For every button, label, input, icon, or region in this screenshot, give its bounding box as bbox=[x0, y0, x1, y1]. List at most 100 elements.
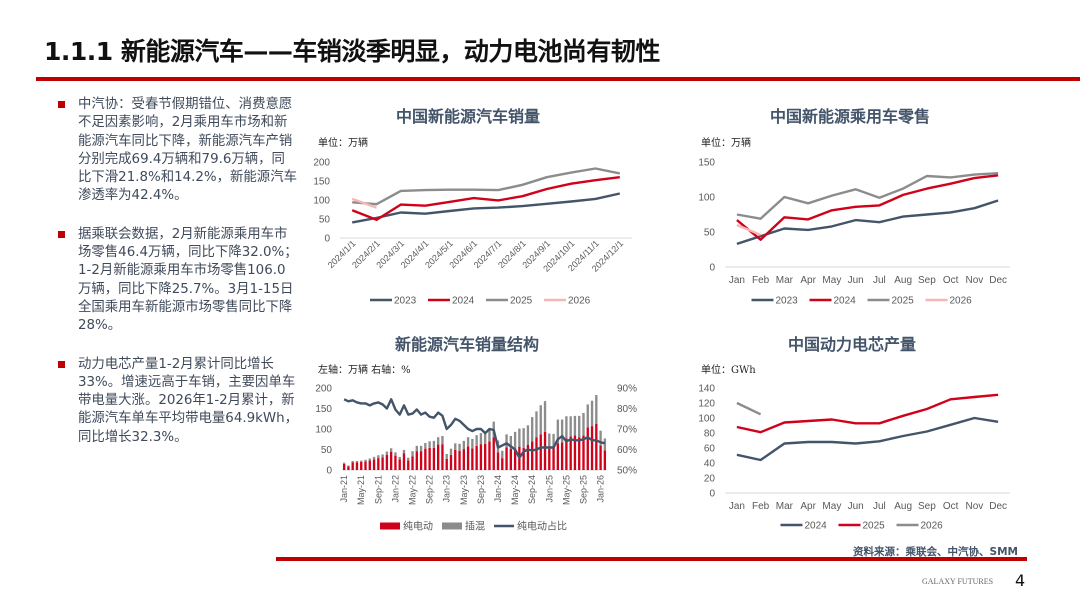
page-title: 1.1.1 新能源汽车——车销淡季明显，动力电池尚有韧性 bbox=[44, 37, 660, 66]
x-tick-label: Feb bbox=[752, 501, 770, 512]
y-tick-label: 40 bbox=[704, 459, 716, 470]
bar-bev bbox=[462, 449, 465, 470]
bar-bev bbox=[513, 449, 517, 470]
y2-tick-label: 70% bbox=[617, 425, 637, 436]
x-tick-label: Dec bbox=[989, 275, 1007, 286]
x-tick-label: Mar bbox=[776, 501, 794, 512]
chart2-svg: 0 50 100 150 Jan Feb Mar Apr May Jun Jul Aug Sep Oct N… bbox=[698, 158, 1010, 307]
bullet-item: 中汽协：受春节假期错位、消费意愿不足因素影响，2月乘用车市场和新能源汽车同比下降… bbox=[58, 96, 298, 206]
bar-phev bbox=[458, 443, 461, 451]
legend-label-2025: 2025 bbox=[863, 521, 886, 532]
legend-label-1: 插混 bbox=[465, 520, 485, 533]
x-tick-label: Sep-24 bbox=[527, 475, 537, 504]
bar-bev bbox=[458, 450, 461, 470]
bar-phev bbox=[402, 449, 406, 454]
bar-phev bbox=[548, 433, 551, 449]
bar-bev bbox=[471, 448, 474, 470]
legend-label-2024: 2024 bbox=[805, 521, 828, 532]
bar-phev bbox=[389, 448, 393, 452]
bar-phev bbox=[454, 443, 457, 450]
x-tick-label: Sep-21 bbox=[373, 475, 383, 504]
series-line-2026 bbox=[351, 197, 377, 209]
y-tick-label: 200 bbox=[313, 158, 330, 169]
legend-label-2023: 2023 bbox=[394, 296, 417, 307]
bar-phev bbox=[531, 417, 534, 442]
bar-bev bbox=[445, 458, 448, 470]
bar-bev bbox=[411, 456, 414, 470]
chart4-unit: 单位：GWh bbox=[701, 365, 756, 376]
bar-bev bbox=[501, 458, 504, 470]
bullet-text: 据乘联会数据，2月新能源乘用车市场零售46.4万辆，同比下降32.0%；1-2月… bbox=[78, 226, 298, 334]
x-tick-label: Sep bbox=[918, 501, 936, 512]
legend-label-2024: 2024 bbox=[834, 296, 857, 307]
bar-bev bbox=[535, 437, 538, 470]
bar-phev bbox=[424, 442, 427, 449]
x-tick-label: Jan-25 bbox=[544, 475, 554, 503]
bar-phev bbox=[539, 405, 542, 435]
y-tick-label: 150 bbox=[698, 158, 715, 169]
series-line-2025 bbox=[736, 172, 999, 220]
x-tick-label: May-23 bbox=[459, 475, 469, 505]
bar-bev bbox=[543, 431, 547, 470]
x-tick-label: Sep-25 bbox=[578, 475, 588, 504]
bar-bev bbox=[509, 448, 513, 470]
x-tick-label: May bbox=[822, 501, 841, 512]
y2-tick-label: 80% bbox=[617, 404, 637, 415]
bar-phev bbox=[565, 416, 568, 439]
page-number: 4 bbox=[1015, 571, 1026, 590]
chart3-title: 新能源汽车销量结构 bbox=[395, 335, 540, 354]
x-tick-label: Oct bbox=[943, 275, 959, 286]
bar-bev bbox=[556, 443, 560, 470]
bar-bev bbox=[595, 423, 598, 470]
x-tick-label: Jan-23 bbox=[442, 475, 452, 503]
y-tick-label: 80 bbox=[704, 429, 716, 440]
chart4-svg: 0 20 40 60 80 100 120 140 Jan Feb Mar Apr May Jun Jul A… bbox=[698, 384, 1010, 532]
bar-phev bbox=[368, 458, 371, 461]
bar-bev bbox=[531, 441, 534, 470]
bar-bev bbox=[419, 451, 423, 470]
bar-phev bbox=[347, 465, 350, 467]
x-tick-label: Jan-21 bbox=[339, 475, 349, 503]
x-tick-label: Jun bbox=[848, 501, 864, 512]
x-tick-label: Aug bbox=[894, 501, 912, 512]
y-tick-label: 150 bbox=[313, 177, 330, 188]
legend-label-2023: 2023 bbox=[776, 296, 799, 307]
series-line-2026 bbox=[736, 401, 762, 416]
bar-bev bbox=[484, 443, 487, 470]
y-tick-label: 50 bbox=[321, 445, 333, 456]
series-line-2024 bbox=[736, 416, 999, 462]
x-tick-label: Jan-26 bbox=[596, 475, 606, 503]
bar-phev bbox=[552, 433, 555, 448]
y-tick-label: 50 bbox=[319, 215, 331, 226]
bar-phev bbox=[351, 460, 354, 463]
y2-tick-label: 90% bbox=[617, 384, 637, 395]
bar-bev bbox=[368, 460, 371, 470]
bar-phev bbox=[560, 419, 564, 443]
bar-bev bbox=[407, 460, 410, 470]
series-line-2023 bbox=[736, 199, 999, 246]
bar-phev bbox=[603, 438, 607, 451]
bar-bev bbox=[603, 450, 607, 470]
chart1-svg: 0501001502002024/1/12024/2/12024/3/12024… bbox=[313, 158, 632, 307]
bar-bev bbox=[385, 454, 389, 470]
y-tick-label: 100 bbox=[698, 193, 715, 204]
bullet-list: 中汽协：受春节假期错位、消费意愿不足因素影响，2月乘用车市场和新能源汽车同比下降… bbox=[58, 96, 298, 467]
bar-bev bbox=[539, 434, 542, 470]
bar-bev bbox=[415, 451, 418, 470]
bar-bev bbox=[560, 442, 564, 470]
y-tick-label: 200 bbox=[315, 384, 332, 395]
legend-label-2025: 2025 bbox=[510, 296, 533, 307]
legend-label-2024: 2024 bbox=[452, 296, 475, 307]
legend-label-0: 纯电动 bbox=[403, 520, 433, 533]
bullet-square-icon bbox=[58, 230, 65, 238]
bar-bev bbox=[590, 426, 594, 470]
x-tick-label: Mar bbox=[776, 275, 794, 286]
bar-bev bbox=[389, 451, 393, 470]
bar-bev bbox=[488, 441, 491, 470]
y-tick-label: 60 bbox=[704, 444, 716, 455]
bar-bev bbox=[569, 436, 572, 470]
y-tick-label: 120 bbox=[698, 399, 715, 410]
bar-phev bbox=[394, 452, 397, 456]
bar-phev bbox=[522, 428, 525, 448]
x-tick-label: Feb bbox=[752, 275, 770, 286]
